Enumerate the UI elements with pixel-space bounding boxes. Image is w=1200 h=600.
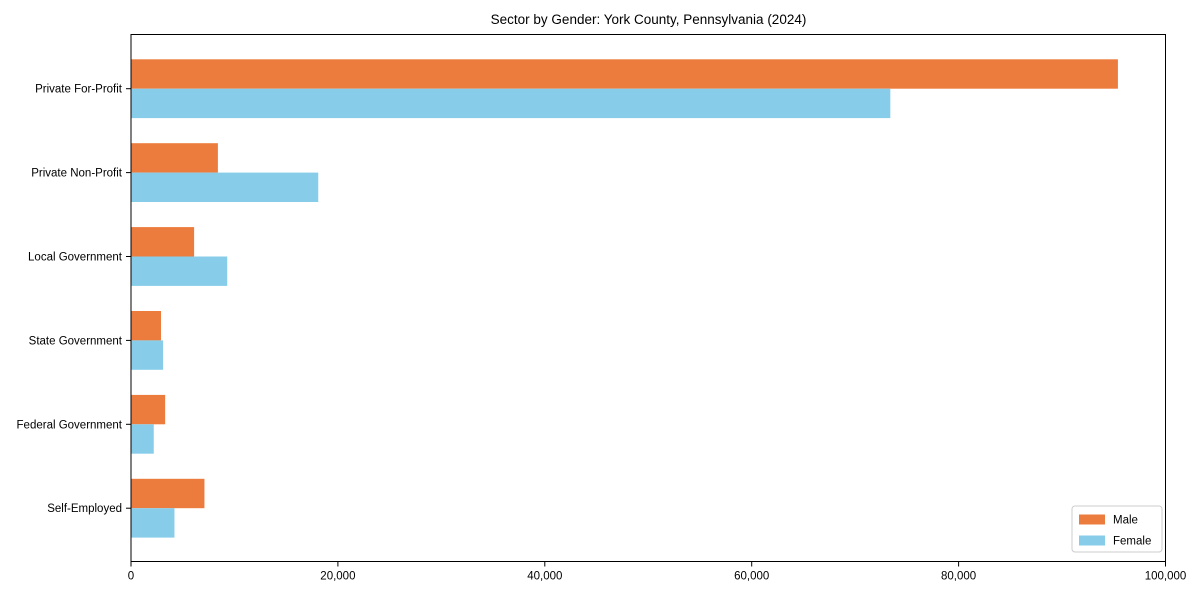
bar-female-private-non-profit <box>131 172 319 202</box>
bar-male-self-employed <box>131 478 205 509</box>
x-tick-label: 80,000 <box>941 571 976 583</box>
bar-male-state-government <box>131 311 162 341</box>
bar-male-private-for-profit <box>131 59 1118 89</box>
bar-female-self-employed <box>131 508 175 538</box>
y-tick-label: Private For-Profit <box>35 84 123 96</box>
bar-female-private-for-profit <box>131 88 891 119</box>
bar-female-local-government <box>131 256 228 286</box>
y-tick-label: Self-Employed <box>47 503 122 515</box>
y-tick-label: Private Non-Profit <box>31 168 123 180</box>
legend-label-female: Female <box>1113 536 1151 548</box>
legend-swatch-male <box>1079 514 1105 525</box>
x-tick-label: 0 <box>128 571 134 583</box>
bar-male-private-non-profit <box>131 143 218 173</box>
x-tick-label: 100,000 <box>1145 571 1187 583</box>
y-tick-label: Federal Government <box>17 419 123 431</box>
legend-label-male: Male <box>1113 515 1138 527</box>
bar-male-federal-government <box>131 394 166 425</box>
x-tick-label: 40,000 <box>527 571 562 583</box>
x-tick-label: 20,000 <box>320 571 355 583</box>
x-tick-label: 60,000 <box>734 571 769 583</box>
y-tick-label: State Government <box>29 335 123 347</box>
plot-border <box>130 34 1166 562</box>
y-tick-label: Local Government <box>28 252 123 264</box>
bar-female-state-government <box>131 340 164 370</box>
bar-female-federal-government <box>131 424 154 454</box>
bar-male-local-government <box>131 227 195 257</box>
chart-title: Sector by Gender: York County, Pennsylva… <box>490 12 807 27</box>
legend-swatch-female <box>1079 535 1105 546</box>
